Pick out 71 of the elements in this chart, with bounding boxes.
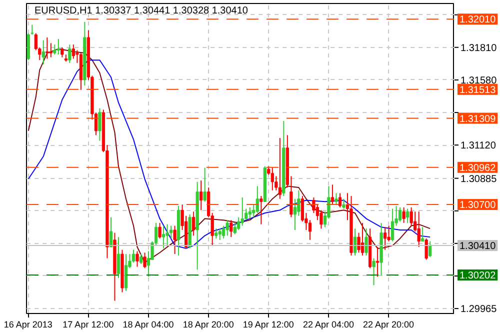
x-tick-label: 17 Apr 12:00 — [62, 320, 114, 330]
x-tick-label: 22 Apr 20:00 — [363, 320, 414, 330]
candlestick — [278, 137, 282, 200]
candlestick — [383, 226, 387, 250]
candlestick — [421, 226, 424, 242]
candlestick — [390, 208, 394, 242]
candlestick — [46, 36, 49, 60]
ref-line-label: 1.32010 — [460, 14, 496, 26]
candlestick — [116, 236, 120, 279]
candlestick — [42, 40, 45, 65]
candlestick — [230, 220, 233, 238]
candlestick — [342, 198, 346, 210]
candlestick — [56, 38, 60, 55]
candlestick — [222, 225, 226, 239]
candlestick — [338, 192, 342, 208]
candlestick — [330, 184, 334, 206]
candlestick — [376, 246, 380, 278]
y-tick-label: 1.30885 — [460, 174, 498, 185]
x-tick-label: 18 Apr 20:00 — [182, 320, 234, 330]
candlestick — [124, 254, 128, 292]
candlestick — [132, 249, 136, 264]
candlestick — [402, 206, 406, 224]
ref-line-label: 1.30202 — [460, 270, 496, 282]
candlestick — [98, 108, 102, 142]
candlestick — [214, 228, 218, 239]
ref-line-label: 1.31309 — [460, 114, 496, 125]
candlestick — [109, 216, 113, 248]
x-tick-label: 19 Apr 12:00 — [242, 320, 294, 330]
candlestick — [424, 238, 428, 260]
x-tick-label: 16 Apr 2013 — [4, 320, 52, 330]
x-tick-label: 18 Apr 04:00 — [122, 320, 174, 330]
candlestick — [139, 254, 143, 264]
candlestick — [162, 225, 166, 249]
candlestick — [203, 167, 206, 202]
chart-title: EURUSD,H1 1.30337 1.30441 1.30328 1.30410 — [34, 6, 248, 16]
ref-line-label: 1.30410 — [460, 241, 496, 252]
candlestick — [308, 220, 312, 240]
candlestick — [136, 250, 139, 268]
candlestick — [406, 208, 410, 224]
candlestick — [256, 186, 259, 214]
candlestick — [240, 196, 244, 226]
candlestick — [30, 24, 34, 36]
ref-line-label: 1.31513 — [460, 84, 496, 96]
candlestick — [417, 211, 420, 248]
candlestick — [192, 211, 196, 236]
y-tick-label: 1.31810 — [460, 42, 498, 54]
candlestick — [364, 228, 368, 256]
y-tick-label: 1.29965 — [460, 304, 498, 316]
candlestick — [248, 206, 252, 220]
candlestick — [200, 180, 203, 211]
candlestick — [260, 196, 263, 225]
ref-line-label: 1.30962 — [460, 162, 496, 174]
candlestick — [72, 44, 75, 60]
candlestick — [353, 228, 357, 256]
y-tick-label: 1.31580 — [460, 75, 498, 86]
candlestick — [334, 192, 338, 206]
candlestick — [372, 258, 376, 286]
candlestick — [166, 224, 169, 246]
candlestick — [173, 225, 176, 255]
x-tick-label: 22 Apr 04:00 — [302, 320, 354, 330]
candlestick — [49, 42, 52, 58]
ref-line-label: 1.30700 — [460, 200, 496, 212]
candlestick — [398, 206, 402, 222]
candlestick — [270, 167, 274, 191]
candlestick — [226, 220, 229, 236]
candlestick — [158, 222, 162, 239]
y-tick-label: 1.31120 — [460, 140, 496, 152]
candlestick — [143, 252, 146, 269]
candlestick — [60, 46, 64, 58]
candlestick — [218, 228, 222, 240]
candlestick — [68, 44, 72, 64]
